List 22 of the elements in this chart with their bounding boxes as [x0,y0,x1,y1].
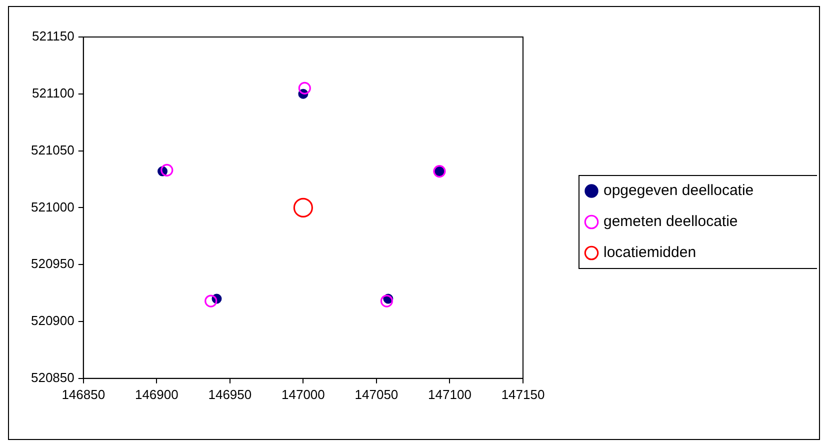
point [293,198,313,218]
x-tick-label: 147000 [281,386,325,402]
legend-label: locatiemidden [604,244,696,262]
point [204,294,218,308]
x-tick-label: 146950 [208,386,252,402]
x-tick-label: 146900 [134,386,178,402]
y-tick-label: 521000 [30,199,74,214]
y-tick-label: 520950 [30,256,74,272]
legend-label: opgegeven deellocatie [604,182,754,200]
point [380,294,394,308]
y-tick-label: 521100 [32,85,74,100]
y-tick-label: 521050 [30,142,74,158]
y-tick-label: 520900 [30,313,74,328]
point [298,82,311,95]
legend-label: gemeten deellocatie [604,213,738,230]
x-tick-label: 147100 [428,386,472,402]
y-tick-label: 520850 [30,370,74,385]
y-tick-label: 521150 [32,28,74,44]
x-tick-label: 146850 [62,386,106,402]
point [160,164,174,176]
x-tick-label: 147150 [501,386,545,402]
x-tick-label: 147050 [354,386,398,402]
